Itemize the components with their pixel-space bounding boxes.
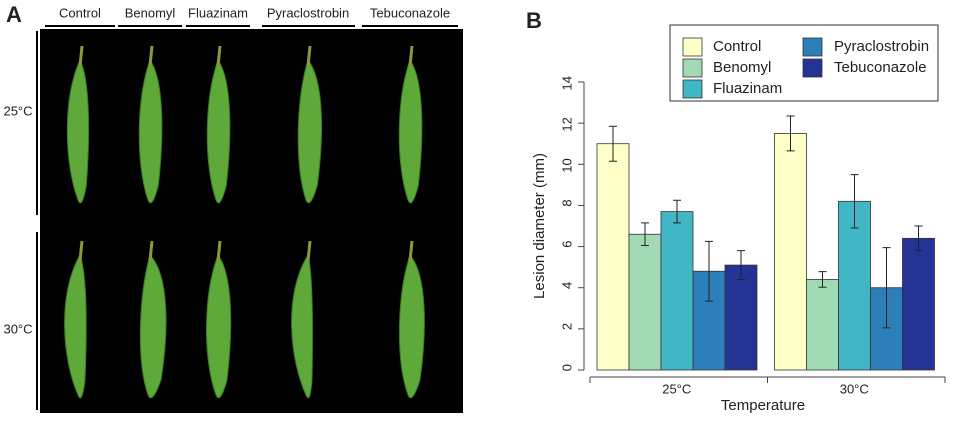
legend-label: Tebuconazole (834, 59, 927, 76)
pepper (66, 58, 90, 204)
y-tick-label: 14 (559, 76, 574, 90)
y-tick-label: 12 (559, 117, 574, 131)
y-tick-label: 0 (559, 364, 574, 371)
error-bar (914, 225, 923, 252)
pepper (206, 253, 232, 399)
pepper-stem (78, 45, 84, 67)
pepper (138, 58, 163, 204)
y-tick-label: 8 (559, 199, 574, 206)
row-label: 25°C (3, 103, 32, 118)
legend-swatch (682, 58, 703, 78)
y-tick-label: 4 (559, 282, 574, 289)
bar (596, 143, 630, 371)
column-label: Benomyl (125, 5, 176, 20)
pepper-stem (148, 45, 154, 67)
bar (724, 264, 758, 371)
bar (902, 237, 935, 371)
panel-label: B (526, 8, 542, 33)
pepper (398, 58, 423, 204)
pepper (206, 58, 231, 204)
bar (628, 233, 662, 371)
error-bar (673, 199, 681, 224)
error-bar (705, 240, 713, 302)
pepper-stem (408, 45, 414, 67)
bar (660, 211, 694, 371)
error-bar (786, 115, 795, 152)
legend-swatch (682, 37, 703, 57)
column-label: Tebuconazole (370, 5, 450, 20)
legend-swatch (802, 58, 823, 78)
legend-swatch (802, 37, 823, 57)
pepper-stem (216, 240, 222, 262)
pepper-stem (408, 240, 414, 262)
error-bar (882, 247, 891, 329)
legend-label: Fluazinam (713, 80, 782, 97)
error-bar (609, 125, 617, 162)
pepper (297, 58, 323, 204)
photo-background (40, 29, 463, 413)
y-tick-label: 2 (559, 323, 574, 330)
x-tick-label: 30°C (840, 381, 869, 396)
error-bar (737, 250, 745, 280)
column-label: Control (59, 5, 101, 20)
legend-label: Control (713, 38, 761, 55)
error-bar (641, 222, 649, 247)
y-tick-label: 10 (559, 158, 574, 172)
x-axis-label: Temperature (721, 397, 805, 414)
y-axis-label: Lesion diameter (mm) (531, 153, 548, 299)
legend-label: Benomyl (713, 59, 771, 76)
pepper (139, 254, 167, 399)
bar (838, 200, 871, 371)
error-bar (818, 271, 827, 288)
column-label: Pyraclostrobin (267, 5, 349, 20)
pepper-stem (78, 240, 84, 262)
legend-swatch (682, 79, 703, 99)
pepper (291, 253, 314, 399)
bar (774, 133, 807, 371)
pepper-stem (306, 240, 312, 262)
bar (806, 279, 839, 371)
x-tick-label: 25°C (662, 381, 691, 396)
pepper-stem (216, 45, 222, 67)
y-tick-label: 6 (559, 241, 574, 248)
pepper-stem (148, 240, 154, 262)
panel-label: A (6, 2, 22, 27)
pepper-stem (306, 45, 312, 67)
error-bar (850, 174, 859, 229)
legend-label: Pyraclostrobin (834, 38, 929, 55)
column-label: Fluazinam (188, 5, 248, 20)
row-label: 30°C (3, 321, 32, 336)
pepper (64, 253, 87, 399)
pepper (398, 253, 425, 399)
